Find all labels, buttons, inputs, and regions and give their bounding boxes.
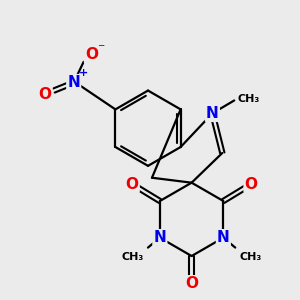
Text: O: O: [126, 177, 139, 192]
Text: O: O: [244, 177, 258, 192]
Text: O: O: [38, 87, 52, 102]
Text: N: N: [67, 75, 80, 90]
Text: CH₃: CH₃: [239, 252, 262, 262]
Text: CH₃: CH₃: [122, 252, 144, 262]
Text: N: N: [154, 230, 166, 245]
Text: CH₃: CH₃: [237, 94, 260, 104]
Text: N: N: [217, 230, 230, 245]
Text: +: +: [79, 68, 88, 78]
Text: O: O: [185, 276, 198, 291]
Text: N: N: [206, 106, 219, 121]
Text: O: O: [85, 47, 98, 62]
Text: ⁻: ⁻: [98, 41, 105, 55]
